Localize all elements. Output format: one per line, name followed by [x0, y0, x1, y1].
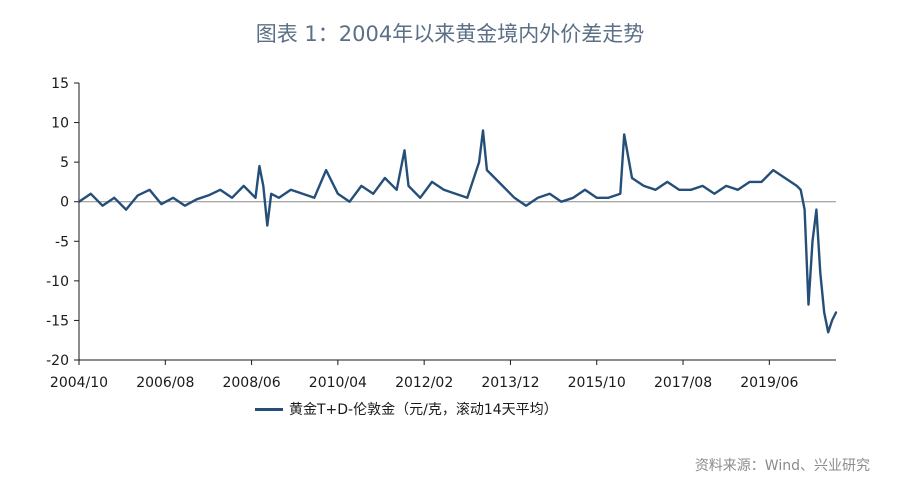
y-tick-label: 10 — [51, 116, 69, 132]
legend-label: 黄金T+D-伦敦金（元/克，滚动14天平均） — [289, 402, 558, 418]
x-tick-label: 2004/10 — [50, 375, 108, 391]
legend-swatch — [255, 407, 283, 411]
y-tick-label: -15 — [46, 313, 69, 329]
chart-title: 图表 1：2004年以来黄金境内外价差走势 — [255, 22, 645, 46]
x-tick-label: 2019/06 — [740, 375, 798, 391]
x-tick-label: 2006/08 — [136, 375, 194, 391]
axes: 15 10 5 0 -5 -10 -15 -20 2004/10 2006/08 2008/06 20… — [46, 76, 836, 391]
legend: 黄金T+D-伦敦金（元/克，滚动14天平均） — [255, 399, 558, 419]
x-tick-label: 2010/04 — [309, 375, 367, 391]
series-line-0 — [77, 129, 838, 334]
x-tick-label: 2008/06 — [222, 375, 280, 391]
x-tick-label: 2013/12 — [481, 375, 539, 391]
y-tick-label: -10 — [46, 274, 69, 290]
y-tick-label: -5 — [55, 234, 69, 250]
y-tick-label: 15 — [51, 76, 69, 92]
x-tick-label: 2015/10 — [568, 375, 626, 391]
source-note: 资料来源：Wind、兴业研究 — [694, 458, 870, 474]
y-tick-label: 5 — [60, 155, 69, 171]
y-tick-label: 0 — [60, 195, 69, 211]
series-layer — [77, 129, 838, 334]
x-tick-label: 2012/02 — [395, 375, 453, 391]
x-tick-label: 2017/08 — [654, 375, 712, 391]
y-tick-label: -20 — [46, 353, 69, 369]
